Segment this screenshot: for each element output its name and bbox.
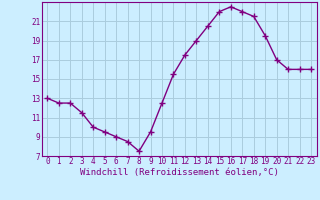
- X-axis label: Windchill (Refroidissement éolien,°C): Windchill (Refroidissement éolien,°C): [80, 168, 279, 177]
